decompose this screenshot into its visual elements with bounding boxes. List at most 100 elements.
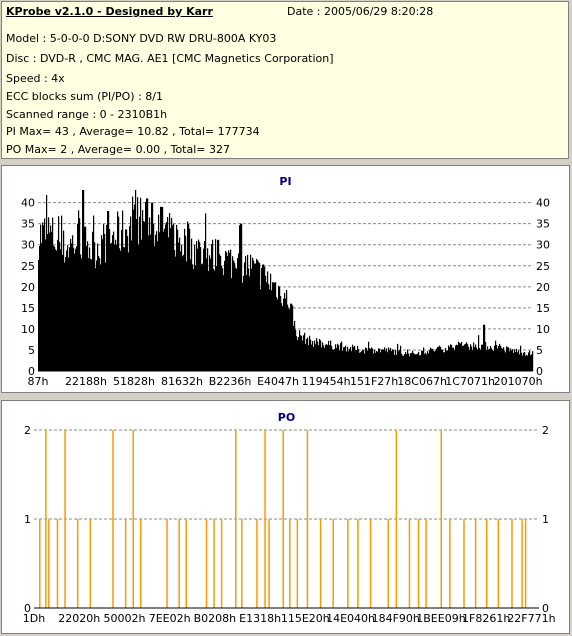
pi-bar xyxy=(400,345,402,371)
po-bar xyxy=(332,519,334,608)
pi-bar xyxy=(215,239,217,371)
pi-ytick-right: 40 xyxy=(536,197,550,210)
pi-bar xyxy=(416,354,418,371)
pi-bar xyxy=(527,355,529,371)
pi-bar xyxy=(173,223,175,371)
pi-bar xyxy=(404,354,406,371)
pi-bar xyxy=(63,230,65,371)
pi-ytick-right: 35 xyxy=(536,218,550,231)
po-bar xyxy=(524,519,527,608)
po-bar xyxy=(408,519,411,608)
pi-bar xyxy=(330,340,332,371)
pi-bar xyxy=(406,354,408,371)
pi-bar xyxy=(145,202,147,371)
pi-bar xyxy=(74,253,76,371)
pi-chart: PI 0 0 5 5 10 10 15 15 20 20 25 25 30 30 35 35 40 40 87h 221… xyxy=(21,175,550,388)
pi-bar xyxy=(69,247,71,371)
speed-line: Speed : 4x xyxy=(6,72,65,85)
pi-bar xyxy=(233,260,235,371)
pi-bar xyxy=(77,223,79,371)
po-bar xyxy=(64,430,66,608)
pi-bar xyxy=(181,244,183,371)
po-bar xyxy=(140,519,142,608)
pi-bar xyxy=(516,348,518,371)
pi-bar xyxy=(196,241,198,371)
pi-bar xyxy=(66,250,68,371)
pi-bar xyxy=(114,244,116,371)
pi-bar xyxy=(388,347,390,371)
pi-bar xyxy=(85,226,87,371)
pi-bar xyxy=(88,258,90,371)
pi-bar xyxy=(217,240,219,371)
pi-bar xyxy=(128,252,130,371)
pi-ytick-left: 10 xyxy=(21,323,35,336)
pi-bar xyxy=(139,216,141,371)
pi-bar xyxy=(111,242,113,371)
pi-bar xyxy=(240,223,242,371)
pi-bar xyxy=(480,349,482,371)
pi-bar xyxy=(382,349,384,371)
pi-bar xyxy=(197,248,199,371)
pi-xtick: B2236h xyxy=(209,375,252,388)
po-bar xyxy=(282,430,284,608)
pi-chart-title: PI xyxy=(279,175,291,188)
pi-bar xyxy=(273,282,275,371)
pi-bar xyxy=(141,239,143,371)
pi-bar xyxy=(165,224,167,371)
pi-bar xyxy=(444,352,446,371)
pi-bar xyxy=(154,246,156,371)
pi-bar xyxy=(73,247,75,371)
pi-bar xyxy=(43,225,45,371)
pi-bar xyxy=(124,247,126,371)
pi-bar xyxy=(248,268,250,371)
pi-bar xyxy=(76,246,78,371)
pi-bar xyxy=(499,343,501,371)
pi-bar xyxy=(466,342,468,371)
pi-bar xyxy=(504,351,506,371)
pi-bar xyxy=(202,263,204,371)
pi-bar xyxy=(157,241,159,371)
pi-bar xyxy=(286,289,288,371)
pi-bar xyxy=(194,245,196,371)
pi-bar xyxy=(95,268,97,371)
pi-bar xyxy=(259,263,261,371)
pi-bar xyxy=(159,232,161,371)
pi-bar xyxy=(424,353,426,371)
pi-bar xyxy=(238,253,240,371)
pi-bar xyxy=(345,345,347,371)
pi-bar xyxy=(268,284,270,371)
pi-bar xyxy=(249,276,251,371)
pi-ytick-left: 35 xyxy=(21,218,35,231)
po-bar xyxy=(132,430,134,608)
pi-bar xyxy=(204,241,206,371)
pi-bar xyxy=(312,341,314,371)
pi-bar xyxy=(117,211,119,371)
pi-bar xyxy=(523,352,525,371)
po-bar xyxy=(395,430,398,608)
pi-bar xyxy=(91,259,93,371)
pi-bar xyxy=(298,337,300,371)
pi-bar xyxy=(395,349,397,371)
po-xtick: 50002h xyxy=(103,612,145,625)
pi-bar xyxy=(125,229,127,371)
pi-bar xyxy=(529,350,531,371)
pi-bar xyxy=(229,252,231,371)
po-stats-line: PO Max= 2 , Average= 0.00 , Total= 327 xyxy=(6,143,230,156)
pi-bar xyxy=(408,353,410,371)
pi-bar xyxy=(130,216,132,371)
pi-bar xyxy=(405,352,407,371)
pi-xtick: 201070h xyxy=(494,375,543,388)
pi-bar xyxy=(41,243,43,371)
pi-bar xyxy=(427,351,429,371)
pi-bar xyxy=(266,282,268,371)
pi-bar xyxy=(101,235,103,371)
pi-bar xyxy=(102,239,104,371)
pi-bar xyxy=(496,344,498,371)
pi-bar xyxy=(415,354,417,371)
pi-bar xyxy=(329,345,331,371)
pi-bar xyxy=(356,349,358,371)
pi-bar xyxy=(148,235,150,371)
pi-bar xyxy=(107,211,109,371)
pi-bar xyxy=(290,303,292,371)
pi-bar xyxy=(362,349,364,371)
